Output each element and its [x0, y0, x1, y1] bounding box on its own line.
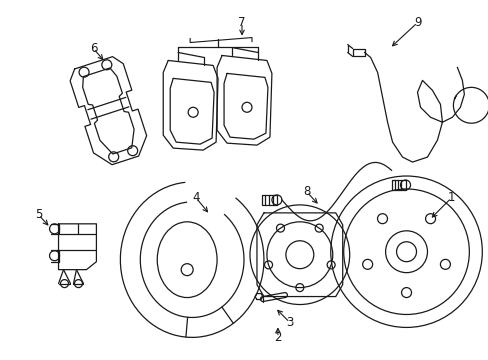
Text: 4: 4	[192, 192, 200, 204]
Text: 7: 7	[238, 16, 245, 29]
Text: 6: 6	[89, 42, 97, 55]
Text: 2: 2	[274, 331, 281, 344]
Text: 5: 5	[35, 208, 42, 221]
Text: 8: 8	[303, 185, 310, 198]
Text: 3: 3	[285, 316, 293, 329]
Text: 9: 9	[413, 16, 420, 29]
Text: 1: 1	[447, 192, 454, 204]
